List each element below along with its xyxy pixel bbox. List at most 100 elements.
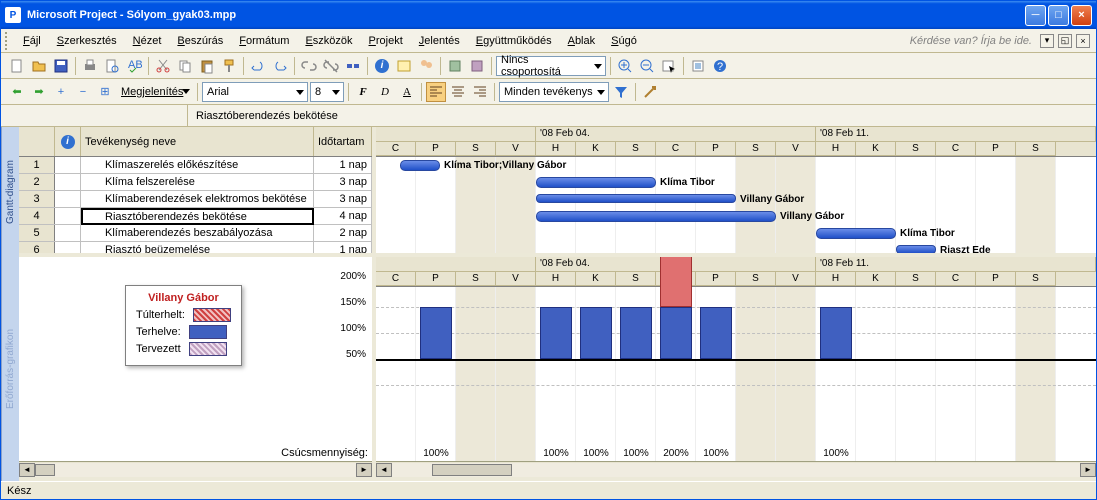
row-number[interactable]: 1 [19,157,55,173]
menu-súgó[interactable]: Súgó [603,33,645,49]
mdi-close-button[interactable]: × [1076,34,1090,48]
duration-cell[interactable]: 1 nap [314,242,372,253]
dropdown-icon[interactable]: ▾ [1040,34,1054,48]
info-cell[interactable] [55,225,81,241]
wizard-icon[interactable] [640,82,660,102]
autofilter-icon[interactable] [611,82,631,102]
group-combo[interactable]: Nincs csoportosítá [496,56,606,76]
name-cell[interactable]: Klímaberendezés beszabályozása [81,225,314,241]
name-cell[interactable]: Klímaberendezések elektromos bekötése [81,191,314,207]
menu-nézet[interactable]: Nézet [125,33,170,49]
outdent-left-icon[interactable]: ⬅ [7,82,27,102]
align-left-icon[interactable] [426,82,446,102]
table-row[interactable]: 6 Riasztó beüzemelése1 nap [19,242,372,253]
close-button[interactable]: × [1071,5,1092,26]
menu-együttműködés[interactable]: Együttműködés [468,33,560,49]
align-center-icon[interactable] [448,82,468,102]
maximize-button[interactable]: □ [1048,5,1069,26]
view-combo[interactable]: Megjelenítés [117,82,193,102]
size-combo[interactable]: 8 [310,82,344,102]
help-icon[interactable]: ? [710,56,730,76]
help-hint[interactable]: Kérdése van? Írja be ide. [910,35,1032,47]
duration-cell[interactable]: 1 nap [314,157,372,173]
zoomout-icon[interactable] [637,56,657,76]
menu-szerkesztés[interactable]: Szerkesztés [49,33,125,49]
name-cell[interactable]: Klíma felszerelése [81,174,314,190]
gantt-bar[interactable] [536,177,656,188]
gantt-bar[interactable] [816,228,896,239]
menu-beszúrás[interactable]: Beszúrás [169,33,231,49]
outdent-right-icon[interactable]: ➡ [29,82,49,102]
resource-tab[interactable]: Erőforrás-grafikon [1,257,19,481]
table-row[interactable]: 3 Klímaberendezések elektromos bekötése3 … [19,191,372,208]
open-icon[interactable] [29,56,49,76]
info-icon[interactable]: i [372,56,392,76]
info-cell[interactable] [55,208,81,224]
menu-ablak[interactable]: Ablak [560,33,604,49]
resource-bar[interactable] [820,307,852,359]
resource-bar[interactable] [660,307,692,359]
preview-icon[interactable] [102,56,122,76]
resource-bar[interactable] [620,307,652,359]
info-cell[interactable] [55,174,81,190]
gantt-bar[interactable] [536,194,736,203]
resource-bar[interactable] [420,307,452,359]
align-right-icon[interactable] [470,82,490,102]
row-number[interactable]: 3 [19,191,55,207]
collab-icon[interactable] [467,56,487,76]
resource-bar[interactable] [700,307,732,359]
menu-jelentés[interactable]: Jelentés [411,33,468,49]
menu-formátum[interactable]: Formátum [231,33,297,49]
bold-icon[interactable]: F [353,82,373,102]
unlink-icon[interactable] [321,56,341,76]
duration-header[interactable]: Időtartam [314,127,372,156]
split-icon[interactable] [343,56,363,76]
info-header[interactable]: i [55,127,81,156]
undo-icon[interactable] [248,56,268,76]
assign-icon[interactable] [416,56,436,76]
paste-icon[interactable] [197,56,217,76]
menu-eszközök[interactable]: Eszközök [297,33,360,49]
note-icon[interactable] [394,56,414,76]
name-cell[interactable]: Riasztó beüzemelése [81,242,314,253]
gantt-bar[interactable] [896,245,936,253]
info-cell[interactable] [55,157,81,173]
gantt-tab[interactable]: Gantt-diagram [1,127,19,257]
row-number[interactable]: 4 [19,208,55,224]
redo-icon[interactable] [270,56,290,76]
row-number[interactable]: 5 [19,225,55,241]
gantt-bar[interactable] [400,160,440,171]
show-subtasks-icon[interactable]: + [51,82,71,102]
spellcheck-icon[interactable]: ABC [124,56,144,76]
info-cell[interactable] [55,191,81,207]
info-cell[interactable] [55,242,81,253]
publish-icon[interactable] [445,56,465,76]
copy-picture-icon[interactable] [688,56,708,76]
goto-icon[interactable] [659,56,679,76]
table-row[interactable]: 2 Klíma felszerelése3 nap [19,174,372,191]
row-number[interactable]: 6 [19,242,55,253]
minimize-button[interactable]: ─ [1025,5,1046,26]
duration-cell[interactable]: 4 nap [314,208,372,224]
hscroll-left[interactable]: ◄► [19,461,372,477]
underline-icon[interactable]: A [397,82,417,102]
print-icon[interactable] [80,56,100,76]
filter-combo[interactable]: Minden tevékenys [499,82,609,102]
table-row[interactable]: 4Riasztóberendezés bekötése4 nap [19,208,372,225]
menu-projekt[interactable]: Projekt [361,33,411,49]
duration-cell[interactable]: 3 nap [314,174,372,190]
gantt-bar[interactable] [536,211,776,222]
hide-subtasks-icon[interactable]: − [73,82,93,102]
showall-icon[interactable]: ⊞ [95,82,115,102]
resource-bar-overload[interactable] [660,257,692,307]
italic-icon[interactable]: D [375,82,395,102]
hscroll-right[interactable]: ◄► [376,461,1096,477]
copy-icon[interactable] [175,56,195,76]
link-icon[interactable] [299,56,319,76]
formula-value[interactable]: Riasztóberendezés bekötése [188,110,346,122]
row-number[interactable]: 2 [19,174,55,190]
duration-cell[interactable]: 3 nap [314,191,372,207]
table-row[interactable]: 1Klímaszerelés előkészítése1 nap [19,157,372,174]
cut-icon[interactable] [153,56,173,76]
resource-bar[interactable] [580,307,612,359]
